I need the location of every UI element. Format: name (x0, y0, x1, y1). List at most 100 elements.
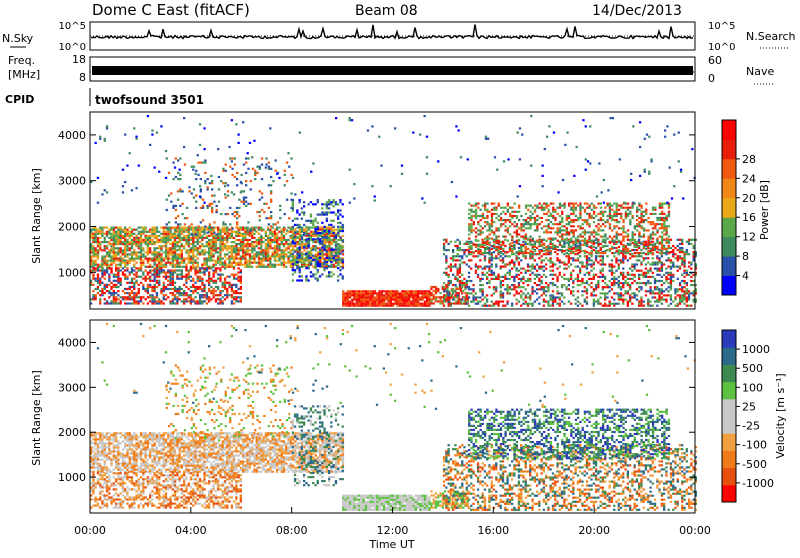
range-cell (197, 174, 199, 176)
range-cell (461, 303, 463, 305)
range-cell (493, 288, 495, 290)
range-cell (437, 296, 439, 298)
range-cell (570, 292, 572, 294)
range-cell (430, 302, 432, 304)
freq-tick-top: 18 (72, 53, 86, 66)
range-cell (267, 229, 269, 231)
range-cell (672, 274, 674, 276)
range-cell (627, 239, 629, 241)
range-cell (563, 296, 565, 298)
range-cell (174, 288, 176, 290)
range-cell (319, 275, 321, 277)
range-cell (459, 263, 461, 265)
range-cell (179, 247, 181, 249)
range-cell (281, 229, 283, 231)
beam-label: Beam 08 (355, 3, 418, 19)
range-cell (167, 253, 169, 255)
range-cell (131, 255, 133, 257)
range-cell (458, 300, 460, 302)
range-cell (176, 237, 178, 239)
range-cell (108, 255, 110, 257)
range-cell (193, 166, 195, 168)
range-cell (197, 237, 199, 239)
range-cell (294, 263, 296, 265)
range-cell (160, 227, 162, 229)
range-cell (335, 262, 337, 264)
range-cell (491, 305, 493, 307)
range-cell (160, 290, 162, 292)
range-cell (522, 255, 524, 257)
range-cell (520, 305, 522, 307)
range-cell (208, 247, 210, 249)
range-cell (597, 261, 599, 263)
range-cell (509, 261, 511, 263)
range-cell (251, 243, 253, 245)
range-cell (181, 294, 183, 296)
range-cell (321, 232, 323, 234)
range-cell (383, 294, 385, 296)
range-cell (581, 266, 583, 268)
range-cell (335, 255, 337, 257)
range-cell (615, 241, 617, 243)
range-cell (486, 278, 488, 280)
range-cell (233, 249, 235, 251)
range-cell (629, 284, 631, 286)
range-cell (208, 282, 210, 284)
range-cell (613, 282, 615, 284)
range-cell (233, 276, 235, 278)
range-cell (108, 233, 110, 235)
range-cell (176, 296, 178, 298)
range-cell (274, 241, 276, 243)
range-cell (629, 274, 631, 276)
range-cell (480, 233, 482, 235)
range-cell (340, 262, 342, 264)
range-cell (274, 253, 276, 255)
range-cell (466, 284, 468, 286)
range-cell (294, 236, 296, 238)
range-cell (151, 266, 153, 268)
range-cell (281, 253, 283, 255)
range-cell (192, 253, 194, 255)
range-cell (299, 261, 301, 263)
range-cell (568, 253, 570, 255)
range-cell (154, 286, 156, 288)
range-cell (290, 262, 292, 264)
range-cell (317, 199, 319, 201)
range-cell (604, 276, 606, 278)
range-cell (179, 258, 181, 260)
range-cell (213, 247, 215, 249)
range-cell (185, 251, 187, 253)
range-cell (231, 274, 233, 276)
range-cell (688, 305, 690, 307)
range-cell (552, 303, 554, 305)
range-cell (145, 290, 147, 292)
range-cell (493, 207, 495, 209)
range-cell (219, 290, 221, 292)
range-cell (231, 264, 233, 266)
range-cell (176, 255, 178, 257)
range-cell (124, 296, 126, 298)
range-cell (110, 245, 112, 247)
range-cell (154, 231, 156, 233)
range-cell (475, 263, 477, 265)
range-cell (556, 259, 558, 261)
range-cell (693, 284, 695, 286)
range-cell (656, 251, 658, 253)
range-cell (149, 249, 151, 251)
range-cell (331, 243, 333, 245)
range-cell (203, 237, 205, 239)
range-cell (620, 282, 622, 284)
range-cell (463, 301, 465, 303)
range-cell (174, 264, 176, 266)
range-cell (331, 255, 333, 257)
range-cell (278, 253, 280, 255)
range-cell (192, 292, 194, 294)
range-cell (516, 259, 518, 261)
range-cell (477, 303, 479, 305)
range-cell (479, 284, 481, 286)
range-cell (484, 268, 486, 270)
range-cell (201, 229, 203, 231)
range-cell (575, 303, 577, 305)
range-cell (690, 263, 692, 265)
range-cell (645, 268, 647, 270)
